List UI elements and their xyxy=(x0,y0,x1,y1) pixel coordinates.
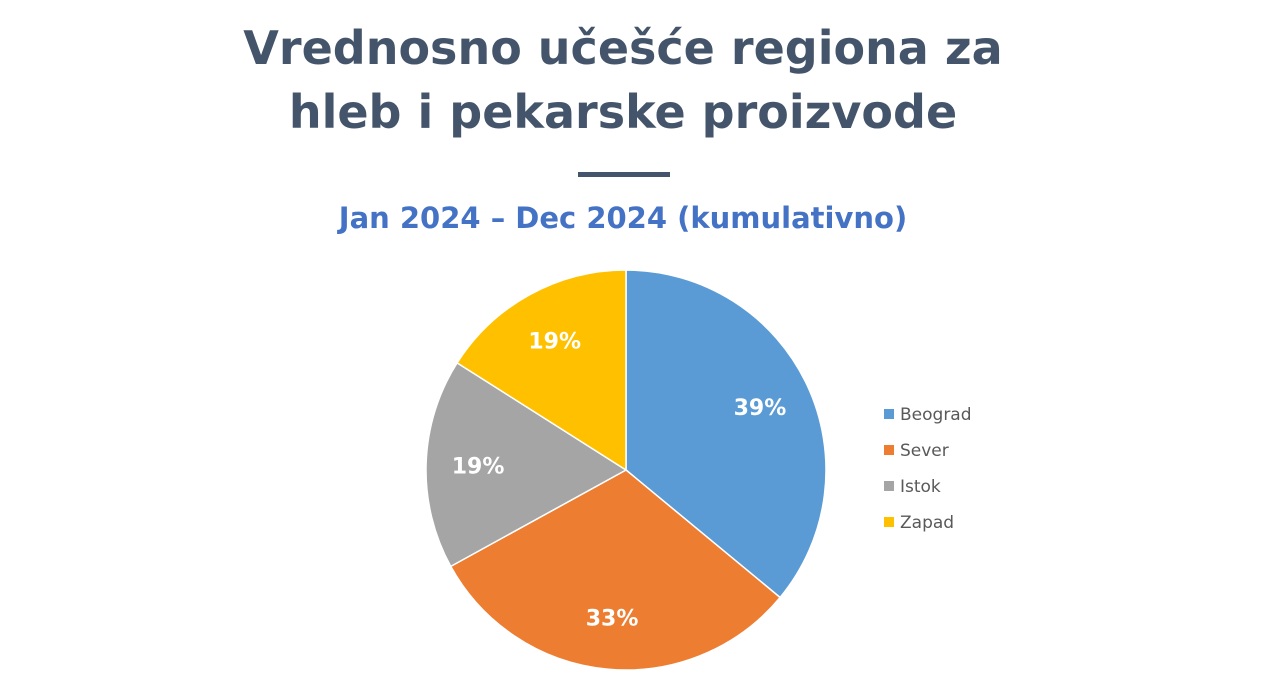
chart-title-line-2: hleb i pekarske proizvode xyxy=(288,85,958,139)
chart-legend: Beograd Sever Istok Zapad xyxy=(884,405,972,533)
data-label-zapad: 19% xyxy=(528,329,581,354)
legend-label-beograd: Beograd xyxy=(900,405,972,425)
pie-slice-beograd xyxy=(625,269,827,599)
title-divider xyxy=(578,172,670,177)
legend-swatch-istok xyxy=(884,481,894,491)
legend-label-sever: Sever xyxy=(900,441,949,461)
legend-item-zapad: Zapad xyxy=(884,513,954,533)
pie-labels: 39% 33% 19% 19% xyxy=(452,329,787,631)
chart-title-line-1: Vrednosno učešće regiona za xyxy=(243,21,1003,75)
pie-slice-istok xyxy=(425,361,628,568)
pie-slices xyxy=(425,269,827,671)
legend-label-zapad: Zapad xyxy=(900,513,954,533)
legend-label-istok: Istok xyxy=(900,477,941,497)
legend-swatch-sever xyxy=(884,445,894,455)
chart-title: Vrednosno učešće regiona za hleb i pekar… xyxy=(0,16,1246,144)
data-label-istok: 19% xyxy=(452,454,505,479)
data-label-beograd: 39% xyxy=(734,396,787,421)
legend-item-beograd: Beograd xyxy=(884,405,972,425)
pie-slice-zapad xyxy=(456,269,627,472)
legend-swatch-zapad xyxy=(884,517,894,527)
pie-slice-sever xyxy=(449,469,782,671)
legend-swatch-beograd xyxy=(884,409,894,419)
data-label-sever: 33% xyxy=(586,606,639,631)
legend-item-istok: Istok xyxy=(884,477,941,497)
chart-subtitle: Jan 2024 – Dec 2024 (kumulativno) xyxy=(338,201,908,235)
legend-item-sever: Sever xyxy=(884,441,949,461)
